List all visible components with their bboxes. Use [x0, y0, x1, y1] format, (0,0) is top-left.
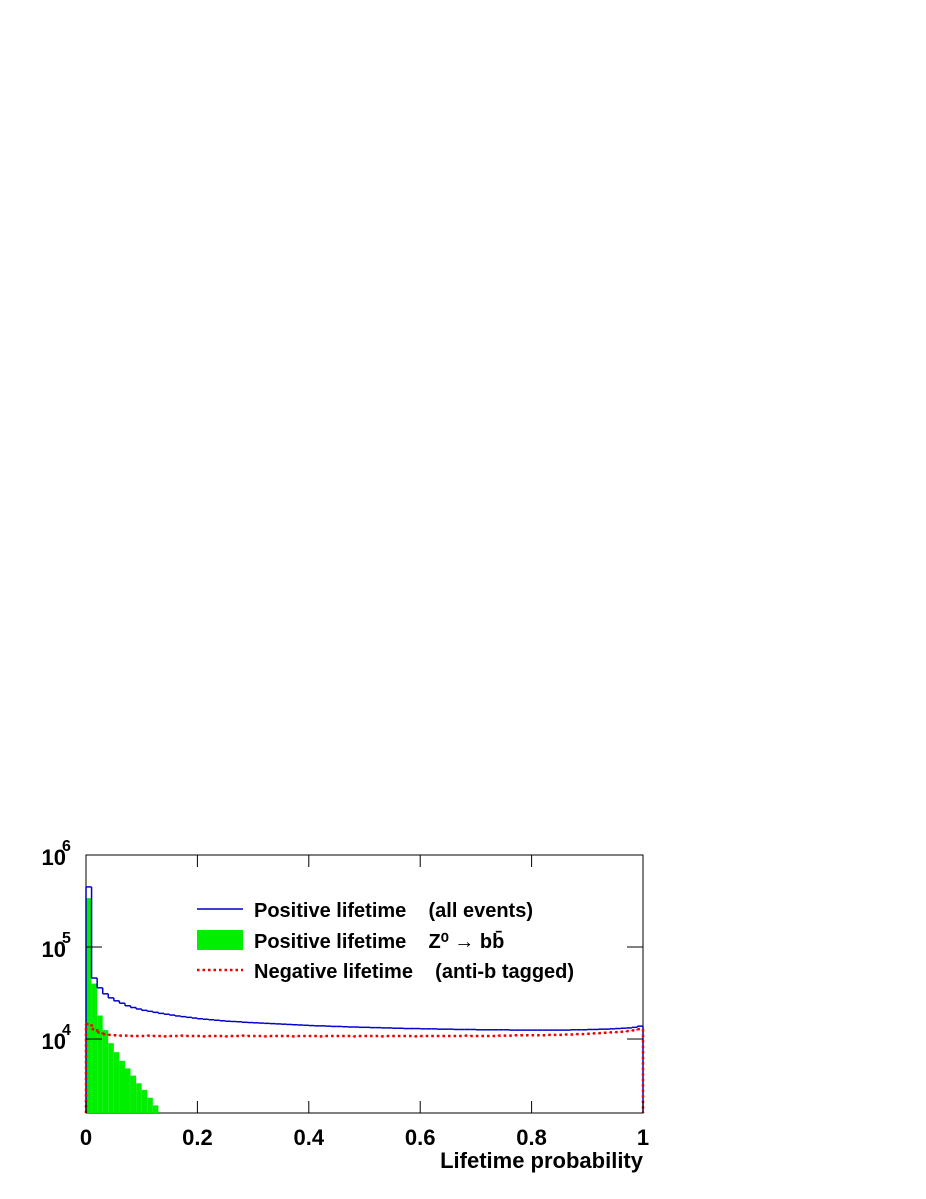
legend-swatch	[197, 930, 243, 950]
histogram-bar	[108, 1043, 114, 1113]
x-tick-label: 0.4	[294, 1125, 325, 1150]
histogram-bar	[152, 1105, 159, 1113]
y-tick-exponent: 5	[62, 930, 71, 947]
y-tick-label: 10	[42, 1029, 66, 1054]
histogram-bar	[91, 983, 98, 1113]
legend-label: Positive lifetime (all events)	[254, 900, 533, 922]
x-axis-label: Lifetime probability	[440, 1148, 644, 1173]
histogram-bar	[141, 1089, 148, 1113]
y-tick-exponent: 4	[62, 1022, 71, 1039]
histogram-bar	[97, 1015, 103, 1113]
x-tick-label: 0	[80, 1125, 92, 1150]
histogram-bar	[86, 898, 92, 1113]
y-tick-label: 10	[42, 845, 66, 870]
legend-label: Negative lifetime (anti-b tagged)	[254, 961, 574, 983]
y-tick-exponent: 6	[62, 838, 71, 855]
x-tick-label: 0.8	[516, 1125, 547, 1150]
x-tick-label: 1	[637, 1125, 649, 1150]
x-tick-label: 0.6	[405, 1125, 436, 1150]
y-tick-label: 10	[42, 937, 66, 962]
histogram-bar	[102, 1030, 109, 1113]
x-tick-label: 0.2	[182, 1125, 213, 1150]
histogram-bar	[130, 1075, 137, 1113]
histogram-bar	[113, 1052, 120, 1113]
histograms	[84, 886, 645, 1113]
plot-frame	[85, 854, 644, 1114]
legend-label: Positive lifetime Z⁰ → bb̄	[254, 931, 504, 953]
histogram-bar	[124, 1068, 131, 1113]
histogram-bar	[136, 1083, 142, 1113]
histogram-bar	[147, 1097, 153, 1113]
histogram-bar	[119, 1060, 125, 1113]
